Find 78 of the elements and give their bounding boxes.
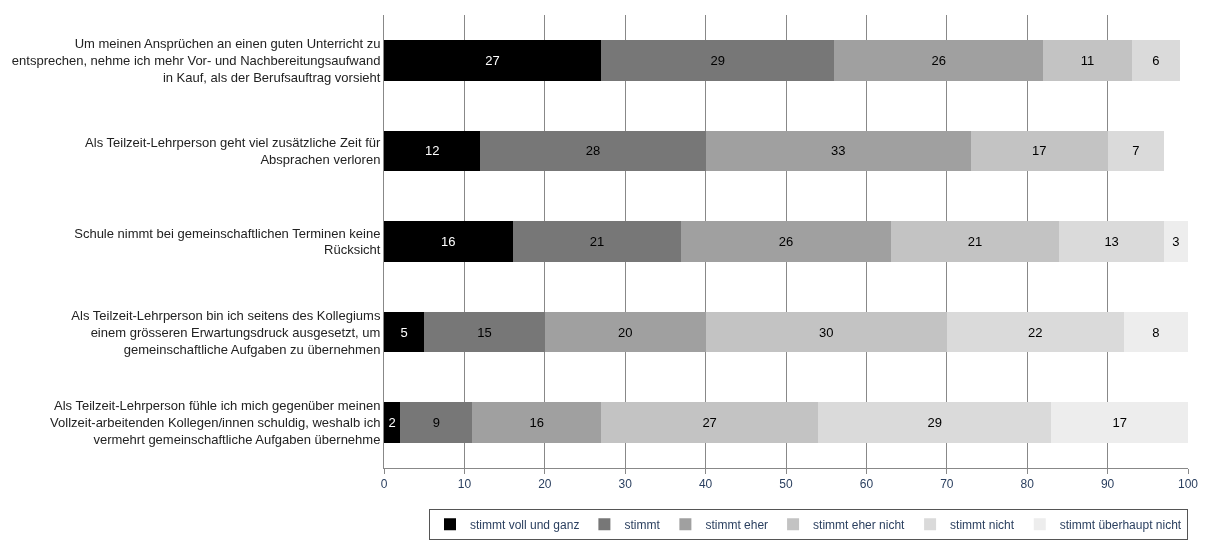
x-tick-label: 30: [618, 477, 633, 492]
data-label: 9: [432, 415, 440, 431]
legend-label: stimmt eher nicht: [813, 517, 906, 532]
x-tick-label: 40: [698, 477, 713, 492]
x-tick-label: 50: [779, 477, 793, 492]
x-tick-label: 20: [538, 477, 552, 492]
bar: [681, 221, 891, 262]
bar: [705, 311, 947, 353]
legend-label: stimmt voll und ganz: [470, 517, 580, 532]
data-label: 15: [477, 324, 492, 340]
data-label: 33: [831, 143, 846, 159]
bar: [424, 311, 545, 353]
data-label: 29: [927, 415, 942, 431]
bar: [1123, 311, 1188, 353]
bar: [384, 130, 481, 172]
data-label: 27: [485, 52, 500, 68]
bar: [384, 402, 401, 444]
bar: [1059, 221, 1164, 262]
data-label: 3: [1172, 234, 1180, 249]
x-tick-label: 70: [940, 477, 954, 492]
bar: [1043, 39, 1132, 81]
x-tick-label: 10: [457, 477, 472, 492]
y-tick-label: Als Teilzeit-Lehrperson fühle ich mich gegenüber meinen Vollzeit-arbeitenden Kollegen/innen schuldig, weshalb ich vermehrt gemeinschaftliche Aufgaben übernehme: [50, 398, 381, 448]
data-label: 20: [617, 324, 633, 340]
legend-label: stimmt eher: [705, 517, 769, 532]
bar: [890, 221, 1060, 262]
data-label: 11: [1080, 52, 1095, 68]
legend-label: stimmt nicht: [950, 517, 1015, 532]
data-label: 16: [529, 415, 544, 431]
data-label: 16: [441, 234, 456, 249]
bar: [512, 221, 682, 262]
legend-label: stimmt überhaupt nicht: [1059, 517, 1182, 532]
data-label: 26: [778, 234, 794, 249]
x-tick-label: 80: [1020, 477, 1035, 492]
bar: [818, 402, 1052, 444]
y-tick-label: Schule nimmt bei gemeinschaftlichen Terminen keine Rücksicht: [74, 225, 381, 258]
data-label: 21: [589, 234, 605, 249]
bar: [384, 221, 513, 262]
data-label: 2: [388, 415, 396, 431]
data-label: 6: [1152, 52, 1160, 68]
bar: [400, 402, 473, 444]
y-tick-label: Als Teilzeit-Lehrperson bin ich seitens des Kollegiums einem grösseren Erwartungsdruck ausgesetzt, um gemeinschaftliche Aufgaben zu übernehmen: [71, 307, 381, 357]
bar: [601, 402, 819, 444]
bar: [970, 130, 1108, 172]
bar: [834, 39, 1044, 81]
data-label: 7: [1132, 143, 1140, 159]
data-label: 29: [710, 52, 725, 68]
data-label: 5: [400, 324, 408, 340]
bar: [705, 130, 971, 172]
x-tick-label: 0: [380, 477, 388, 492]
data-label: 21: [967, 234, 983, 249]
data-label: 26: [931, 52, 946, 68]
x-tick-label: 90: [1100, 477, 1115, 492]
y-tick-label: Um meinen Ansprüchen an einen guten Unterricht zu entsprechen, nehme ich mehr Vor- und Nachbereitungsaufwand in Kauf, als der Berufsauftrag vorsieht: [11, 35, 381, 85]
x-tick-label: 100: [1177, 477, 1199, 492]
bar: [384, 311, 425, 353]
data-label: 22: [1028, 324, 1043, 340]
bar: [384, 39, 602, 81]
y-tick-label: Als Teilzeit-Lehrperson geht viel zusätzliche Zeit für Absprachen verloren: [85, 135, 382, 167]
x-tick-label: 60: [859, 477, 874, 492]
bar: [1163, 221, 1188, 262]
bar: [946, 311, 1124, 353]
data-label: 30: [818, 324, 834, 340]
data-label: 28: [585, 143, 601, 159]
data-label: 12: [425, 143, 440, 159]
legend-label: stimmt: [624, 517, 661, 532]
bar: [1131, 39, 1180, 81]
bar: [1107, 130, 1164, 172]
data-label: 17: [1112, 415, 1127, 431]
data-label: 13: [1104, 234, 1119, 249]
bar: [544, 311, 706, 353]
bar: [480, 130, 706, 172]
data-label: 27: [702, 415, 717, 431]
bar: [472, 402, 602, 444]
data-label: 8: [1152, 324, 1160, 340]
data-label: 17: [1032, 143, 1047, 159]
bar: [1051, 402, 1188, 444]
bar: [601, 39, 835, 81]
